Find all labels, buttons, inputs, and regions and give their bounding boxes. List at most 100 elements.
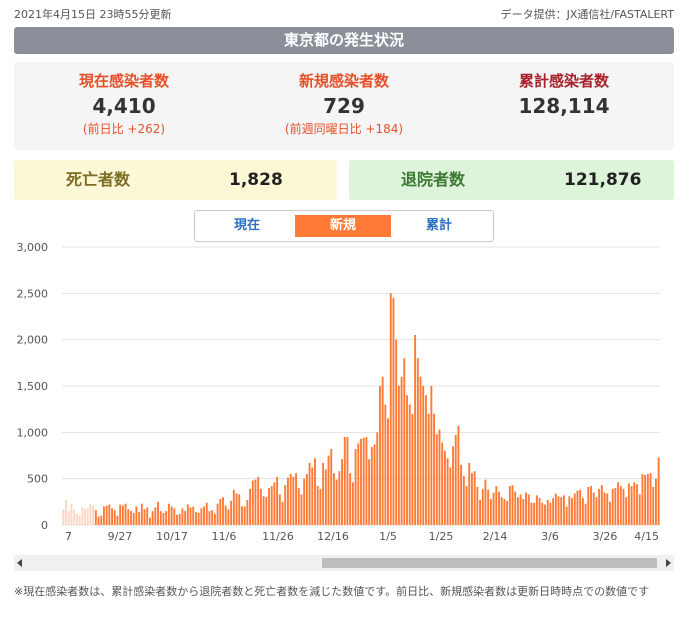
bar [278,494,281,525]
bar [414,335,417,525]
bar [611,488,614,525]
deaths-card: 死亡者数 1,828 [14,160,337,200]
bar [84,509,86,525]
bar [314,458,316,525]
bar [205,502,208,525]
bar [416,358,419,525]
bar [600,485,603,525]
bar [249,488,251,525]
bar [197,512,200,525]
bar [546,499,549,525]
bar [184,511,187,525]
bar [327,455,330,525]
bar [157,501,159,525]
bar [652,487,655,525]
bar [121,505,124,525]
bar [544,504,546,525]
bar [498,491,500,525]
bar [295,473,297,525]
bar [470,473,473,525]
bar [384,404,387,525]
bar [362,437,365,525]
bar [132,512,135,525]
bar [346,436,349,525]
bar [351,482,354,525]
bar [438,429,441,525]
bar [397,386,400,525]
bar [565,506,568,525]
x-tick-label: 1/25 [429,530,454,543]
chart-mode-tabs: 現在 新規 累計 [194,210,494,242]
tab-current[interactable]: 現在 [233,218,260,233]
bar [213,513,216,525]
bar [560,497,563,525]
bar [159,511,162,525]
bar [378,386,381,525]
bar [70,503,73,525]
x-tick-label: 4/15 [634,530,659,543]
bar [246,499,249,525]
stat-current-change: (前日比 +262) [82,122,166,136]
bar [479,499,481,525]
bar [240,506,243,525]
stat-total-value: 128,114 [518,94,610,118]
bar [200,508,203,525]
bar [627,483,630,525]
bar [111,508,113,525]
bar [143,509,146,525]
bar [649,473,652,525]
bar [105,505,108,525]
bar [592,492,595,525]
bar [435,434,438,525]
scroll-right-icon[interactable] [666,559,671,567]
bar [322,462,325,525]
scroll-left-icon[interactable] [17,559,22,567]
bar [127,509,130,525]
bar [75,513,78,525]
chart-svg: 0 500 1,000 1,500 2,000 2,500 3,000 7 9/27 10/17 1… [17,241,660,543]
bar [376,432,379,525]
chart-scrollbar[interactable] [14,555,674,571]
bar [633,482,636,525]
scrollbar-thumb[interactable] [322,558,657,568]
bar [335,479,338,525]
bar [657,457,660,525]
recovered-card: 退院者数 121,876 [349,160,674,200]
bar [230,500,233,525]
bar [525,492,527,525]
bar [140,503,143,525]
bar [338,471,341,525]
bar [319,488,322,525]
bar [535,495,538,525]
bar [441,442,444,525]
bar [554,493,557,525]
bar [262,496,265,525]
bar [357,443,360,525]
stat-current-infected: 現在感染者数 4,410 (前日比 +262) [14,70,234,138]
bar [552,498,555,525]
bar [97,516,100,525]
bar [281,501,284,525]
bar [636,484,638,525]
y-tick-label: 1,500 [17,380,49,393]
y-tick-label: 1,000 [17,426,49,439]
tab-total[interactable]: 累計 [425,218,452,233]
bar [433,413,435,525]
x-tick-label: 11/26 [262,530,294,543]
bar [419,376,422,525]
bar [457,425,460,525]
bar [130,511,132,525]
header-line: 2021年4月15日 23時55分更新 データ提供：JX通信社/FASTALER… [14,6,674,22]
bar [573,493,576,525]
bar [638,494,641,525]
bar [146,507,149,525]
bar [211,510,214,525]
bar [630,486,633,525]
bar [119,504,122,525]
deaths-value: 1,828 [229,170,283,190]
tab-new[interactable]: 新規 [295,215,391,237]
x-tick-label: 11/6 [212,530,237,543]
bar [411,413,414,525]
bar [598,488,601,525]
